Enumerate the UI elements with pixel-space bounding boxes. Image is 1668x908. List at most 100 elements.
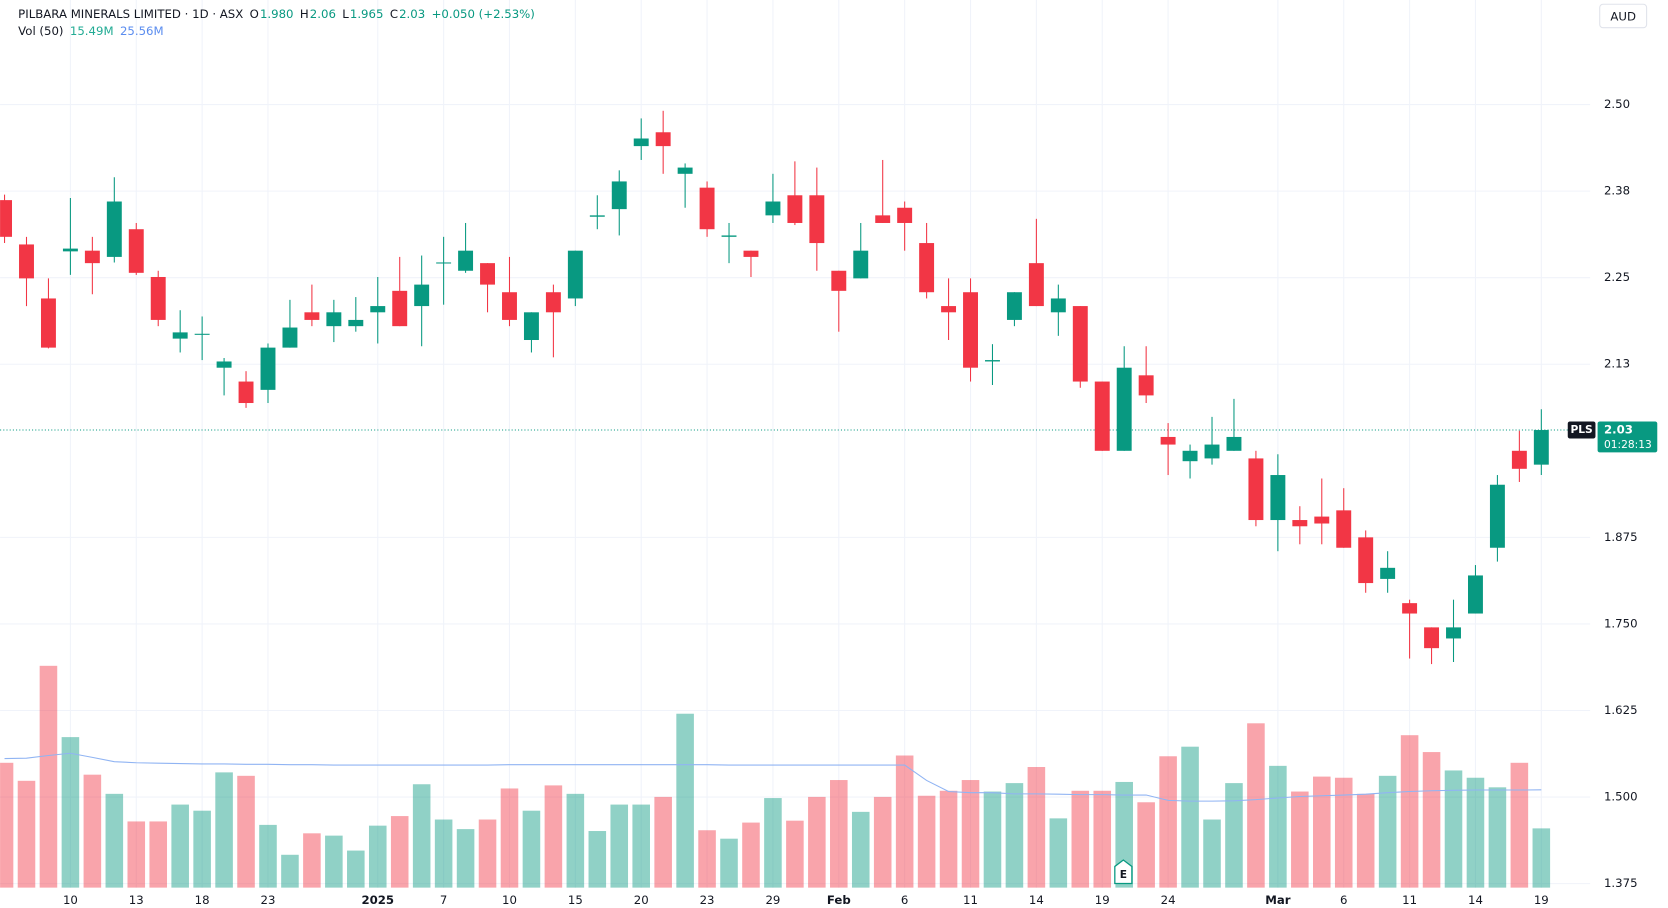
volume-bar bbox=[764, 798, 782, 888]
candle-body bbox=[897, 207, 913, 223]
candle-body bbox=[0, 200, 13, 237]
volume-bar bbox=[390, 816, 409, 888]
volume-bar bbox=[698, 830, 716, 888]
volume-bar bbox=[1203, 819, 1221, 888]
symbol-tag bbox=[1567, 421, 1596, 439]
volume-bar bbox=[786, 820, 804, 888]
candle-body bbox=[1314, 516, 1330, 524]
volume-bar bbox=[983, 791, 1002, 888]
volume-bar bbox=[259, 824, 277, 888]
candle-body bbox=[106, 201, 122, 257]
candle-body bbox=[128, 229, 144, 273]
candle-body bbox=[348, 319, 364, 327]
volume-bar bbox=[237, 775, 255, 888]
y-tick-label: 2.25 bbox=[1604, 270, 1630, 284]
volume-bar bbox=[808, 796, 826, 888]
x-tick-label: Mar bbox=[1265, 893, 1291, 907]
currency[interactable]: AUD bbox=[1610, 10, 1636, 24]
last-price-label: 2.03 bbox=[1604, 423, 1633, 437]
volume-bar bbox=[39, 665, 58, 888]
candle-body bbox=[677, 167, 693, 174]
volume-bar bbox=[1269, 765, 1287, 888]
candle-body bbox=[1533, 430, 1549, 465]
y-tick-label: 1.500 bbox=[1604, 790, 1638, 804]
candle-body bbox=[84, 250, 100, 264]
candle-body bbox=[238, 381, 254, 404]
candle-body bbox=[787, 195, 803, 223]
volume-bar bbox=[632, 804, 650, 888]
x-tick-label: 14 bbox=[1468, 893, 1483, 907]
x-tick-label: 11 bbox=[963, 893, 978, 907]
x-tick-label: 10 bbox=[502, 893, 517, 907]
volume-bar bbox=[1159, 756, 1177, 888]
volume-bar bbox=[1247, 723, 1265, 888]
x-tick-label: 23 bbox=[700, 893, 715, 907]
ohlc-value: 1.965 bbox=[350, 6, 384, 20]
x-tick-label: 2025 bbox=[361, 893, 394, 907]
ohlc-value: 2.06 bbox=[310, 6, 336, 20]
y-tick-label: 2.13 bbox=[1604, 357, 1630, 371]
x-tick-label: 20 bbox=[634, 893, 649, 907]
volume-pane bbox=[0, 665, 1551, 888]
volume-bar bbox=[61, 737, 80, 888]
x-tick-label: 18 bbox=[195, 893, 210, 907]
volume-bar bbox=[193, 810, 211, 888]
volume-bar bbox=[1291, 791, 1309, 888]
candle-body bbox=[1116, 367, 1132, 451]
volume-bar bbox=[83, 774, 102, 888]
candle-body bbox=[216, 361, 232, 368]
candle-body bbox=[1006, 292, 1022, 320]
volume-bar bbox=[544, 785, 563, 888]
earnings-marker[interactable]: E bbox=[1114, 859, 1133, 885]
candle-body bbox=[1358, 537, 1374, 584]
symbol-tag-text: PLS bbox=[1570, 423, 1592, 436]
earnings-label[interactable]: E bbox=[1120, 868, 1127, 881]
candle-body bbox=[1424, 627, 1440, 649]
volume-bar bbox=[1334, 777, 1353, 888]
x-tick-label: 6 bbox=[1340, 893, 1347, 907]
volume-legend-label: Vol (50) bbox=[18, 23, 63, 37]
candle-body bbox=[919, 243, 935, 293]
volume-bar bbox=[1181, 746, 1199, 888]
candle-body bbox=[589, 215, 605, 217]
volume-bar bbox=[895, 755, 914, 888]
volume-value: 15.49M bbox=[70, 23, 114, 37]
volume-bar bbox=[1225, 783, 1243, 888]
candle-body bbox=[1270, 475, 1286, 521]
volume-bar bbox=[1378, 775, 1397, 888]
volume-bar bbox=[1356, 793, 1375, 888]
volume-bar bbox=[1510, 762, 1529, 888]
candle-body bbox=[523, 312, 539, 341]
x-tick-label: 23 bbox=[261, 893, 276, 907]
volume-bar bbox=[1137, 802, 1155, 888]
symbol-title: PILBARA MINERALS LIMITED · 1D · ASX bbox=[18, 6, 243, 20]
x-tick-label: 11 bbox=[1402, 893, 1417, 907]
candle-body bbox=[19, 244, 34, 279]
x-tick-label: 19 bbox=[1534, 893, 1549, 907]
candle-body bbox=[1226, 436, 1242, 451]
candle-body bbox=[831, 270, 847, 291]
countdown-label: 01:28:13 bbox=[1604, 438, 1652, 451]
volume-bar bbox=[1027, 767, 1046, 888]
candle-body bbox=[1489, 484, 1505, 548]
last-price-tag bbox=[1597, 421, 1658, 453]
candle-body bbox=[1248, 458, 1264, 521]
y-tick-label: 2.38 bbox=[1604, 184, 1630, 198]
x-tick-label: 24 bbox=[1161, 893, 1176, 907]
candle-body bbox=[502, 292, 517, 320]
volume-bar bbox=[1115, 781, 1133, 888]
volume-bar bbox=[873, 796, 892, 888]
volume-bar bbox=[1313, 776, 1331, 888]
candle-body bbox=[1182, 450, 1198, 462]
currency-box[interactable] bbox=[1599, 3, 1648, 29]
volume-bar bbox=[1532, 828, 1551, 888]
candle-body bbox=[545, 292, 561, 313]
volume-bar bbox=[1422, 752, 1441, 888]
y-tick-label: 1.375 bbox=[1604, 876, 1638, 890]
volume-ma-line bbox=[4, 752, 1542, 802]
candle-body bbox=[194, 333, 210, 335]
candle-body bbox=[40, 298, 56, 348]
candle-body bbox=[458, 250, 474, 271]
price-pane bbox=[0, 110, 1549, 665]
volume-bar bbox=[588, 831, 607, 888]
